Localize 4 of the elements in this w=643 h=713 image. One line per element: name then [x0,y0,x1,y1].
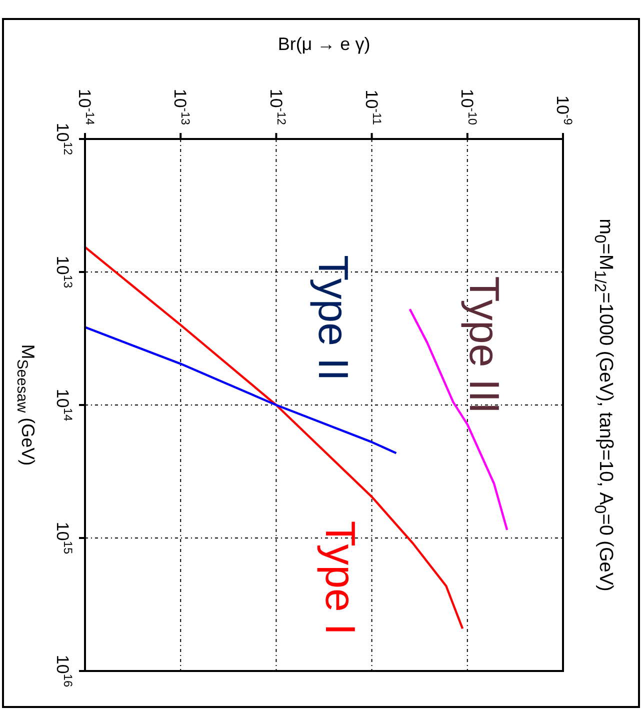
text: Type II [310,254,357,384]
text: Type III [461,275,508,416]
text: Type I [317,520,364,638]
x-axis-title: Br(μ → e γ) [276,34,372,55]
